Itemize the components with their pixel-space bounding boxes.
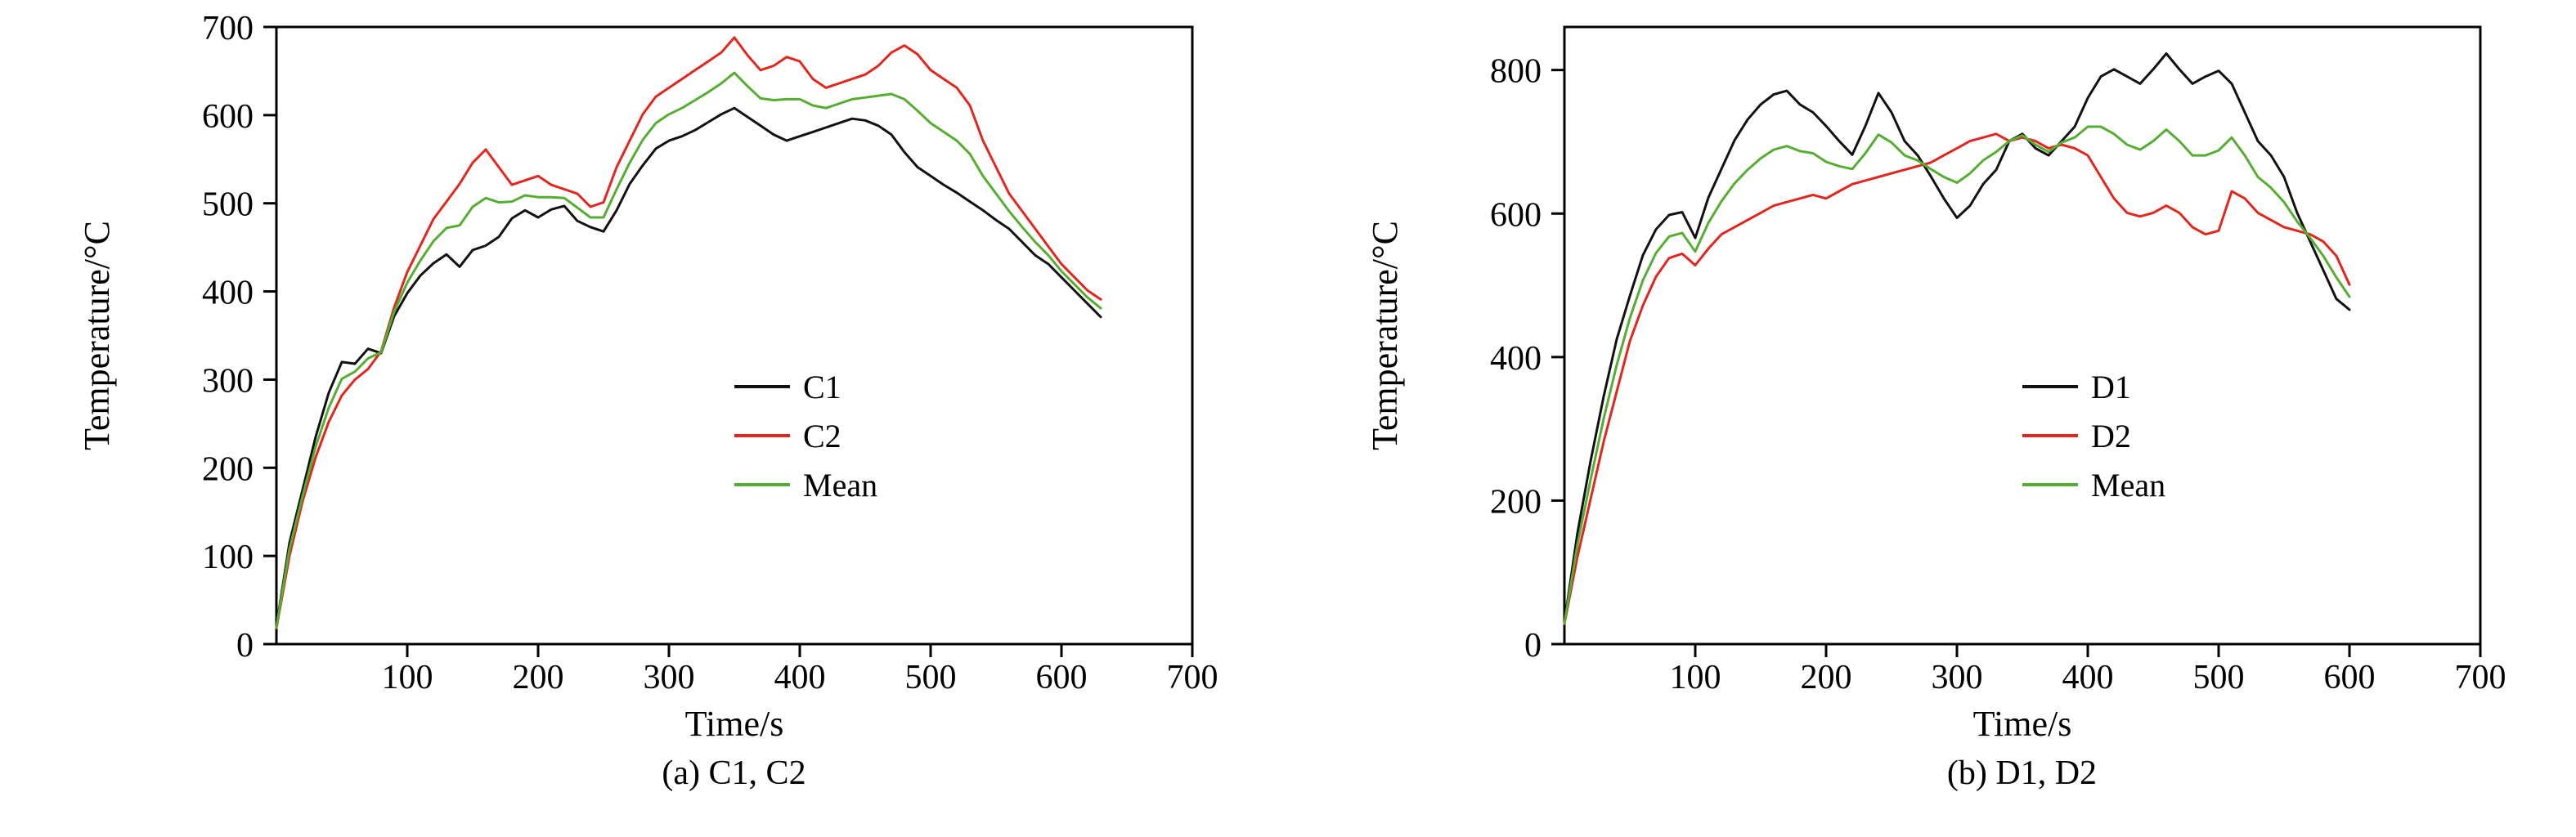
series-line-c2 — [275, 36, 1102, 630]
y-tick-label: 800 — [1490, 53, 1542, 91]
y-tick-label: 600 — [202, 98, 254, 136]
y-axis-title: Temperature/°C — [1365, 221, 1405, 450]
x-tick-label: 400 — [774, 659, 825, 696]
y-tick-label: 400 — [1490, 340, 1542, 378]
chart-panel-b: 100 200 300 400 500 600 700 0 200 400 600 800 Time/s… — [1288, 0, 2576, 792]
chart-b-canvas: 100 200 300 400 500 600 700 0 200 400 600 800 Time/s… — [1365, 25, 2506, 744]
x-axis-title: Time/s — [684, 704, 783, 744]
plot-frame — [275, 25, 1193, 646]
series-line-d1 — [1563, 52, 2350, 624]
legend-label-d1: D1 — [2091, 369, 2131, 405]
x-tick-label: 200 — [1800, 659, 1851, 696]
dual-temperature-figure: 100 200 300 400 500 600 700 0 100 200 300 400 500 600… — [0, 0, 2576, 792]
series-line-c1 — [275, 106, 1102, 628]
legend-label-c2: C2 — [803, 418, 841, 454]
legend-label-mean: Mean — [2091, 467, 2165, 504]
y-tick-label: 200 — [202, 450, 254, 488]
x-axis-title: Time/s — [1972, 704, 2071, 744]
y-tick-label: 300 — [202, 362, 254, 400]
chart-a-caption: (a) C1, C2 — [662, 754, 806, 792]
y-tick-label: 100 — [202, 539, 254, 576]
x-tick-label: 600 — [1035, 659, 1087, 696]
y-tick-label: 400 — [202, 275, 254, 312]
y-tick-label: 600 — [1490, 196, 1542, 234]
x-tick-label: 600 — [2323, 659, 2375, 696]
x-tick-label: 700 — [1166, 659, 1218, 696]
y-tick-label: 200 — [1490, 483, 1542, 521]
chart-a-canvas: 100 200 300 400 500 600 700 0 100 200 300 400 500 600… — [77, 10, 1218, 744]
plot-frame — [1563, 25, 2481, 646]
legend-label-d2: D2 — [2091, 418, 2131, 454]
x-tick-label: 200 — [512, 659, 563, 696]
y-tick-label: 700 — [202, 10, 254, 47]
chart-b-caption: (b) D1, D2 — [1946, 754, 2098, 792]
legend-label-mean: Mean — [803, 467, 877, 504]
x-tick-label: 100 — [381, 659, 433, 696]
x-tick-label: 300 — [643, 659, 694, 696]
x-tick-label: 400 — [2062, 659, 2113, 696]
y-tick-label: 500 — [202, 186, 254, 224]
legend-label-c1: C1 — [803, 369, 841, 405]
x-tick-label: 500 — [904, 659, 956, 696]
series-line-mean — [1563, 125, 2350, 624]
y-axis-title: Temperature/°C — [77, 221, 117, 450]
x-tick-label: 700 — [2454, 659, 2506, 696]
chart-panel-a: 100 200 300 400 500 600 700 0 100 200 300 400 500 600… — [0, 0, 1288, 792]
series-line-d2 — [1563, 132, 2350, 625]
x-tick-label: 500 — [2192, 659, 2244, 696]
y-tick-label: 0 — [236, 627, 254, 665]
series-line-mean — [275, 71, 1102, 629]
y-tick-label: 0 — [1524, 627, 1542, 665]
x-tick-label: 100 — [1669, 659, 1721, 696]
x-tick-label: 300 — [1931, 659, 1982, 696]
